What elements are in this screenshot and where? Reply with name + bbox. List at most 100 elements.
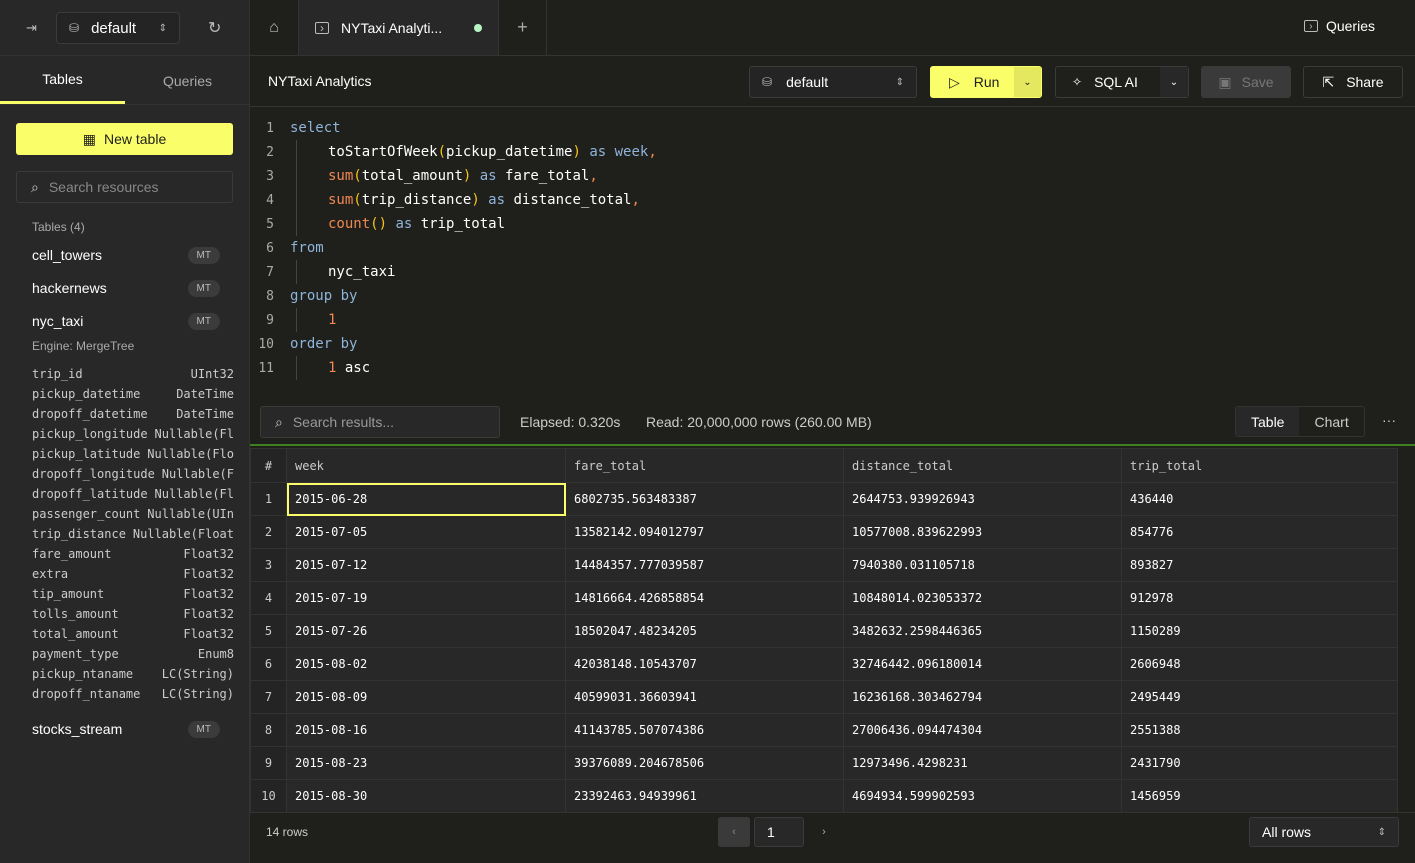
table-cell[interactable]: 6802735.563483387 [565,482,844,516]
table-cell[interactable]: 7940380.031105718 [843,548,1122,582]
search-results-input[interactable]: ⌕ Search results... [260,406,500,438]
table-cell[interactable]: 2606948 [1121,647,1398,681]
more-options-icon[interactable]: ··· [1382,412,1396,428]
table-cell[interactable]: 39376089.204678506 [565,746,844,780]
table-cell[interactable]: 2551388 [1121,713,1398,747]
table-cell[interactable]: 1150289 [1121,614,1398,648]
table-cell[interactable]: 2431790 [1121,746,1398,780]
table-cell[interactable]: 2015-07-12 [286,548,566,582]
new-tab-button[interactable]: + [499,0,547,55]
column-item[interactable]: trip_id UInt32 [32,364,234,384]
table-cell[interactable]: 27006436.094474304 [843,713,1122,747]
table-item-hackernews[interactable]: hackernews MT [32,276,222,300]
table-cell[interactable]: 2015-08-09 [286,680,566,714]
column-item[interactable]: pickup_ntaname LC(String) [32,664,234,684]
column-header[interactable]: # [250,448,287,483]
table-cell[interactable]: 2495449 [1121,680,1398,714]
prev-page-button[interactable]: ‹ [718,817,750,847]
database-selector[interactable]: ⛁ default ⇕ [749,66,917,98]
table-cell[interactable]: 32746442.096180014 [843,647,1122,681]
column-item[interactable]: pickup_datetime DateTime [32,384,234,404]
chevron-down-icon[interactable]: ⌄ [1160,67,1188,97]
save-button[interactable]: ▣ Save [1201,66,1291,98]
table-cell[interactable]: 2015-07-26 [286,614,566,648]
code-token: , [648,144,657,160]
table-cell[interactable]: 12973496.4298231 [843,746,1122,780]
rows-select[interactable]: All rows ⇕ [1249,817,1399,847]
table-cell[interactable]: 2015-08-16 [286,713,566,747]
table-cell[interactable]: 2015-08-02 [286,647,566,681]
table-cell[interactable]: 4694934.599902593 [843,779,1122,812]
table-cell[interactable]: 14484357.777039587 [565,548,844,582]
table-cell[interactable]: 16236168.303462794 [843,680,1122,714]
search-resources-input[interactable]: ⌕ Search resources [16,171,233,203]
table-cell[interactable]: 1456959 [1121,779,1398,812]
table-cell[interactable]: 18502047.48234205 [565,614,844,648]
run-button[interactable]: ▷ Run ⌄ [930,66,1042,98]
table-cell[interactable]: 40599031.36603941 [565,680,844,714]
query-title[interactable]: NYTaxi Analytics [268,73,372,89]
table-cell[interactable]: 2644753.939926943 [843,482,1122,516]
database-name: default [786,74,829,90]
chart-view-button[interactable]: Chart [1314,413,1349,430]
table-row: 9 2015-08-23 39376089.204678506 12973496.42… [250,746,1398,780]
table-view-button[interactable]: Table [1236,407,1300,436]
next-page-button[interactable]: › [822,826,826,838]
column-item[interactable]: total_amount Float32 [32,624,234,644]
sql-ai-button[interactable]: ✧ SQL AI ⌄ [1055,66,1189,98]
column-item[interactable]: tip_amount Float32 [32,584,234,604]
tab-tables[interactable]: Tables [0,57,125,104]
column-header[interactable]: week [286,448,566,483]
page-input[interactable]: 1 [754,817,804,847]
database-selector[interactable]: ⛁ default ⇕ [56,12,180,44]
new-table-button[interactable]: ▦ New table [16,123,233,155]
table-cell[interactable]: 23392463.94939961 [565,779,844,812]
run-dropdown-chevron-icon[interactable]: ⌄ [1014,67,1041,97]
column-header[interactable]: trip_total [1121,448,1398,483]
column-header[interactable]: distance_total [843,448,1122,483]
table-cell[interactable]: 436440 [1121,482,1398,516]
table-cell[interactable]: 912978 [1121,581,1398,615]
column-item[interactable]: dropoff_ntaname LC(String) [32,684,234,704]
table-cell[interactable]: 10577008.839622993 [843,515,1122,549]
table-item-cell-towers[interactable]: cell_towers MT [32,243,222,267]
table-cell[interactable]: 41143785.507074386 [565,713,844,747]
column-item[interactable]: extra Float32 [32,564,234,584]
column-item[interactable]: pickup_longitude Nullable(Fl [32,424,234,444]
column-item[interactable]: passenger_count Nullable(UIn [32,504,234,524]
code-line: 7 nyc_taxi [250,260,1415,284]
refresh-icon[interactable]: ↻ [208,20,222,37]
table-cell[interactable]: 2015-06-28 [286,482,566,516]
column-item[interactable]: trip_distance Nullable(Float [32,524,234,544]
line-number: 8 [266,288,274,304]
column-item[interactable]: pickup_latitude Nullable(Flo [32,444,234,464]
column-item[interactable]: payment_type Enum8 [32,644,234,664]
queries-button[interactable]: › Queries [1303,18,1375,34]
table-cell[interactable]: 2015-08-30 [286,779,566,812]
table-cell[interactable]: 14816664.426858854 [565,581,844,615]
table-cell[interactable]: 2015-07-05 [286,515,566,549]
table-cell[interactable]: 854776 [1121,515,1398,549]
column-item[interactable]: dropoff_datetime DateTime [32,404,234,424]
table-cell[interactable]: 2015-07-19 [286,581,566,615]
table-item-stocks-stream[interactable]: stocks_stream MT [32,717,222,741]
table-cell[interactable]: 893827 [1121,548,1398,582]
column-item[interactable]: tolls_amount Float32 [32,604,234,624]
table-item-nyc-taxi[interactable]: nyc_taxi MT [32,309,222,333]
tab-queries[interactable]: Queries [162,72,213,89]
indent-guide [296,188,328,212]
column-header[interactable]: fare_total [565,448,844,483]
column-item[interactable]: dropoff_longitude Nullable(F [32,464,234,484]
table-cell[interactable]: 3482632.2598446365 [843,614,1122,648]
table-cell[interactable]: 13582142.094012797 [565,515,844,549]
table-cell[interactable]: 2015-08-23 [286,746,566,780]
collapse-sidebar-icon[interactable]: ⇥ [26,20,37,35]
sql-editor[interactable]: 1 select 2 toStartOfWeek(pickup_datetime) a… [250,108,1415,398]
table-cell[interactable]: 10848014.023053372 [843,581,1122,615]
table-cell[interactable]: 42038148.10543707 [565,647,844,681]
share-button[interactable]: ⇱ Share [1303,66,1403,98]
home-tab[interactable]: ⌂ [250,0,299,55]
column-item[interactable]: fare_amount Float32 [32,544,234,564]
query-tab[interactable]: › NYTaxi Analyti... [299,0,499,55]
column-item[interactable]: dropoff_latitude Nullable(Fl [32,484,234,504]
